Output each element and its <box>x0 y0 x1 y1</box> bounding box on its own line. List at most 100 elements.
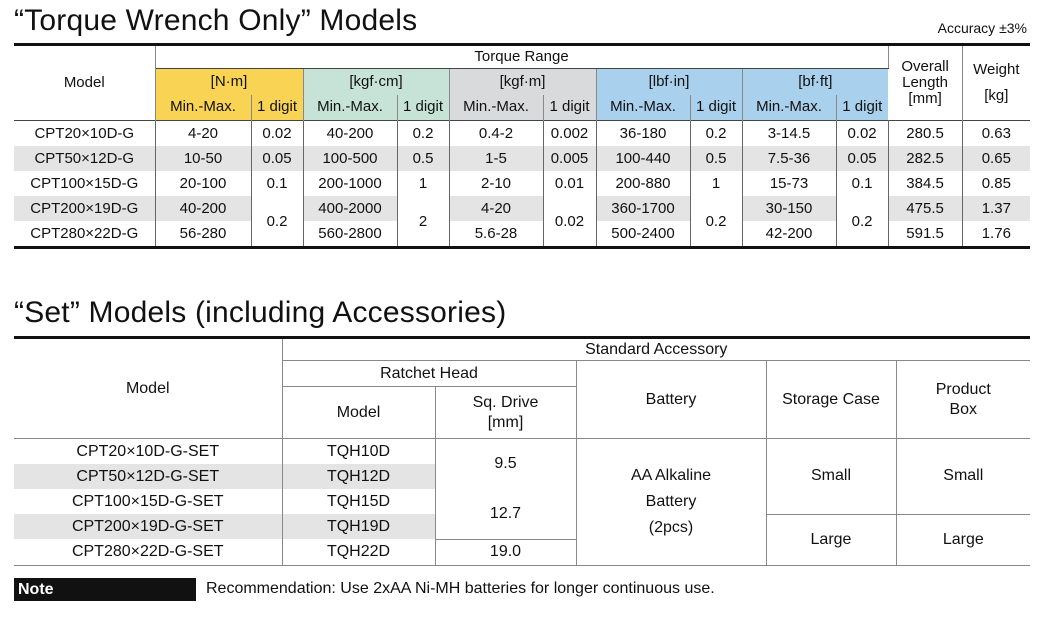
cell-lbfin-digit-merged: 0.2 <box>690 196 743 248</box>
cell-kgfcm: 400-2000 <box>303 196 398 221</box>
cell-bfft-digit: 0.02 <box>836 120 889 146</box>
torque-wrench-table: Model Torque Range Overall Length [mm] W… <box>14 43 1031 249</box>
unit-header-kgfm: [kgf·m] <box>449 68 597 95</box>
subheader-digit: 1 digit <box>397 94 450 121</box>
subheader-minmax: Min.-Max. <box>596 94 691 121</box>
cell-model: CPT100×15D-G <box>14 171 156 196</box>
header-overall-length-line2: Length <box>902 74 949 91</box>
cell-storage-case-large: Large <box>765 513 896 565</box>
table-row: CPT50×12D-G 10-50 0.05 100-500 0.5 1-5 0… <box>14 146 1031 171</box>
cell-kgfcm: 200-1000 <box>303 171 398 196</box>
header-model: Model <box>14 44 156 121</box>
header-product-box: Product Box <box>895 360 1031 439</box>
cell-kgfm: 0.4-2 <box>449 120 544 146</box>
cell-bfft: 7.5-36 <box>742 146 837 171</box>
table-row: CPT100×15D-G-SET TQH15D 12.7 <box>14 489 1030 539</box>
cell-ratchet-model: TQH15D <box>281 489 435 514</box>
set-models-table: Model Standard Accessory Ratchet Head Ba… <box>14 336 1031 566</box>
cell-kgfcm-digit: 0.5 <box>397 146 450 171</box>
header-weight-unit: [kg] <box>984 87 1009 104</box>
header-standard-accessory: Standard Accessory <box>281 337 1031 361</box>
header-storage-case: Storage Case <box>765 360 896 439</box>
header-set-model: Model <box>14 337 282 439</box>
cell-kgfm: 4-20 <box>449 196 544 221</box>
cell-bfft: 42-200 <box>742 221 837 248</box>
cell-length: 282.5 <box>888 146 963 171</box>
cell-set-model: CPT200×19D-G-SET <box>14 514 282 539</box>
cell-kgfcm-digit: 0.2 <box>397 120 450 146</box>
cell-bfft: 3-14.5 <box>742 120 837 146</box>
cell-lbfin: 100-440 <box>596 146 691 171</box>
section-title-set-models: “Set” Models (including Accessories) <box>14 296 507 329</box>
cell-ratchet-model: TQH10D <box>281 438 435 464</box>
table-row: CPT20×10D-G-SET TQH10D 9.5 AA Alkaline B… <box>14 438 1031 565</box>
cell-lbfin-digit: 1 <box>690 171 743 196</box>
cell-lbfin: 500-2400 <box>596 221 691 248</box>
cell-nm: 4-20 <box>155 120 252 146</box>
cell-set-model: CPT20×10D-G-SET <box>76 442 220 460</box>
cell-lbfin-digit: 0.5 <box>690 146 743 171</box>
table-row: CPT280×22D-G 56-280 560-2800 5.6-28 500-… <box>14 221 1030 248</box>
table-row: CPT200×19D-G-SET TQH19D Large Large <box>14 513 1031 565</box>
cell-sq-drive: 19.0 <box>434 538 576 565</box>
cell-bfft-digit-merged: 0.2 <box>836 196 889 248</box>
header-weight: Weight [kg] <box>962 45 1030 121</box>
cell-kgfm-digit: 0.01 <box>543 171 597 196</box>
header-ratchet-head: Ratchet Head <box>281 360 576 387</box>
table-row: CPT200×19D-G 40-200 0.2 400-2000 2 4-20 … <box>14 196 1031 248</box>
cell-weight: 0.85 <box>981 175 1011 192</box>
cell-product-box-large: Large <box>895 513 1031 565</box>
subheader-minmax: Min.-Max. <box>303 94 398 121</box>
cell-kgfm: 5.6-28 <box>449 221 544 248</box>
cell-weight: 1.76 <box>981 225 1011 242</box>
cell-sq-drive: 12.7 <box>434 489 576 539</box>
unit-header-nm: [N·m] <box>155 68 304 95</box>
subheader-digit: 1 digit <box>251 94 304 121</box>
note-label: Note <box>14 578 196 601</box>
cell-nm-digit: 0.05 <box>251 146 304 171</box>
cell-kgfm-digit-merged: 0.02 <box>543 196 597 248</box>
cell-lbfin: 36-180 <box>596 120 691 146</box>
unit-header-bfft: [bf·ft] <box>742 68 889 95</box>
cell-lbfin: 200-880 <box>596 171 691 196</box>
cell-set-model: CPT280×22D-G-SET <box>71 542 224 560</box>
section-title-torque-wrench-only: “Torque Wrench Only” Models <box>14 4 418 37</box>
cell-model: CPT280×22D-G <box>14 221 156 248</box>
header-product-box-line1: Product <box>935 380 991 398</box>
header-sq-drive: Sq. Drive [mm] <box>434 386 576 439</box>
cell-weight: 0.63 <box>981 125 1011 142</box>
header-overall-length-line1: Overall <box>901 58 949 75</box>
unit-header-lbfin: [lbf·in] <box>596 68 743 95</box>
cell-kgfcm-digit: 1 <box>397 171 450 196</box>
cell-bfft-digit: 0.05 <box>836 146 889 171</box>
cell-model: CPT50×12D-G <box>14 146 156 171</box>
cell-length: 475.5 <box>888 196 963 221</box>
cell-weight: 1.37 <box>962 196 1031 221</box>
header-torque-range: Torque Range <box>155 44 889 69</box>
cell-length: 384.5 <box>888 171 963 196</box>
cell-kgfcm-digit-merged: 2 <box>397 196 450 248</box>
cell-length: 280.5 <box>888 120 963 146</box>
cell-kgfcm: 40-200 <box>303 120 398 146</box>
cell-nm: 10-50 <box>155 146 252 171</box>
header-sq-drive-unit: [mm] <box>487 413 524 431</box>
accuracy-note: Accuracy ±3% <box>937 20 1027 36</box>
cell-length: 591.5 <box>888 221 963 248</box>
cell-kgfm: 1-5 <box>449 146 544 171</box>
subheader-digit: 1 digit <box>543 94 597 121</box>
cell-nm: 56-280 <box>155 221 252 248</box>
header-battery: Battery <box>575 360 766 439</box>
table-row: CPT280×22D-G-SET TQH22D 19.0 <box>14 538 1030 565</box>
cell-set-model: CPT100×15D-G-SET <box>71 492 224 510</box>
battery-line-2: Battery <box>645 492 697 510</box>
cell-bfft: 15-73 <box>742 171 837 196</box>
cell-product-box-small: Small <box>895 438 1031 514</box>
header-product-box-line2: Box <box>949 400 978 418</box>
cell-kgfm-digit: 0.002 <box>543 120 597 146</box>
table-row: CPT100×15D-G 20-100 0.1 200-1000 1 2-10 … <box>14 171 1030 196</box>
cell-model: CPT200×19D-G <box>14 196 156 221</box>
header-sq-drive-line1: Sq. Drive <box>472 393 539 411</box>
cell-bfft-digit: 0.1 <box>836 171 889 196</box>
cell-battery: AA Alkaline Battery (2pcs) <box>575 438 766 565</box>
cell-ratchet-model: TQH12D <box>281 464 435 489</box>
